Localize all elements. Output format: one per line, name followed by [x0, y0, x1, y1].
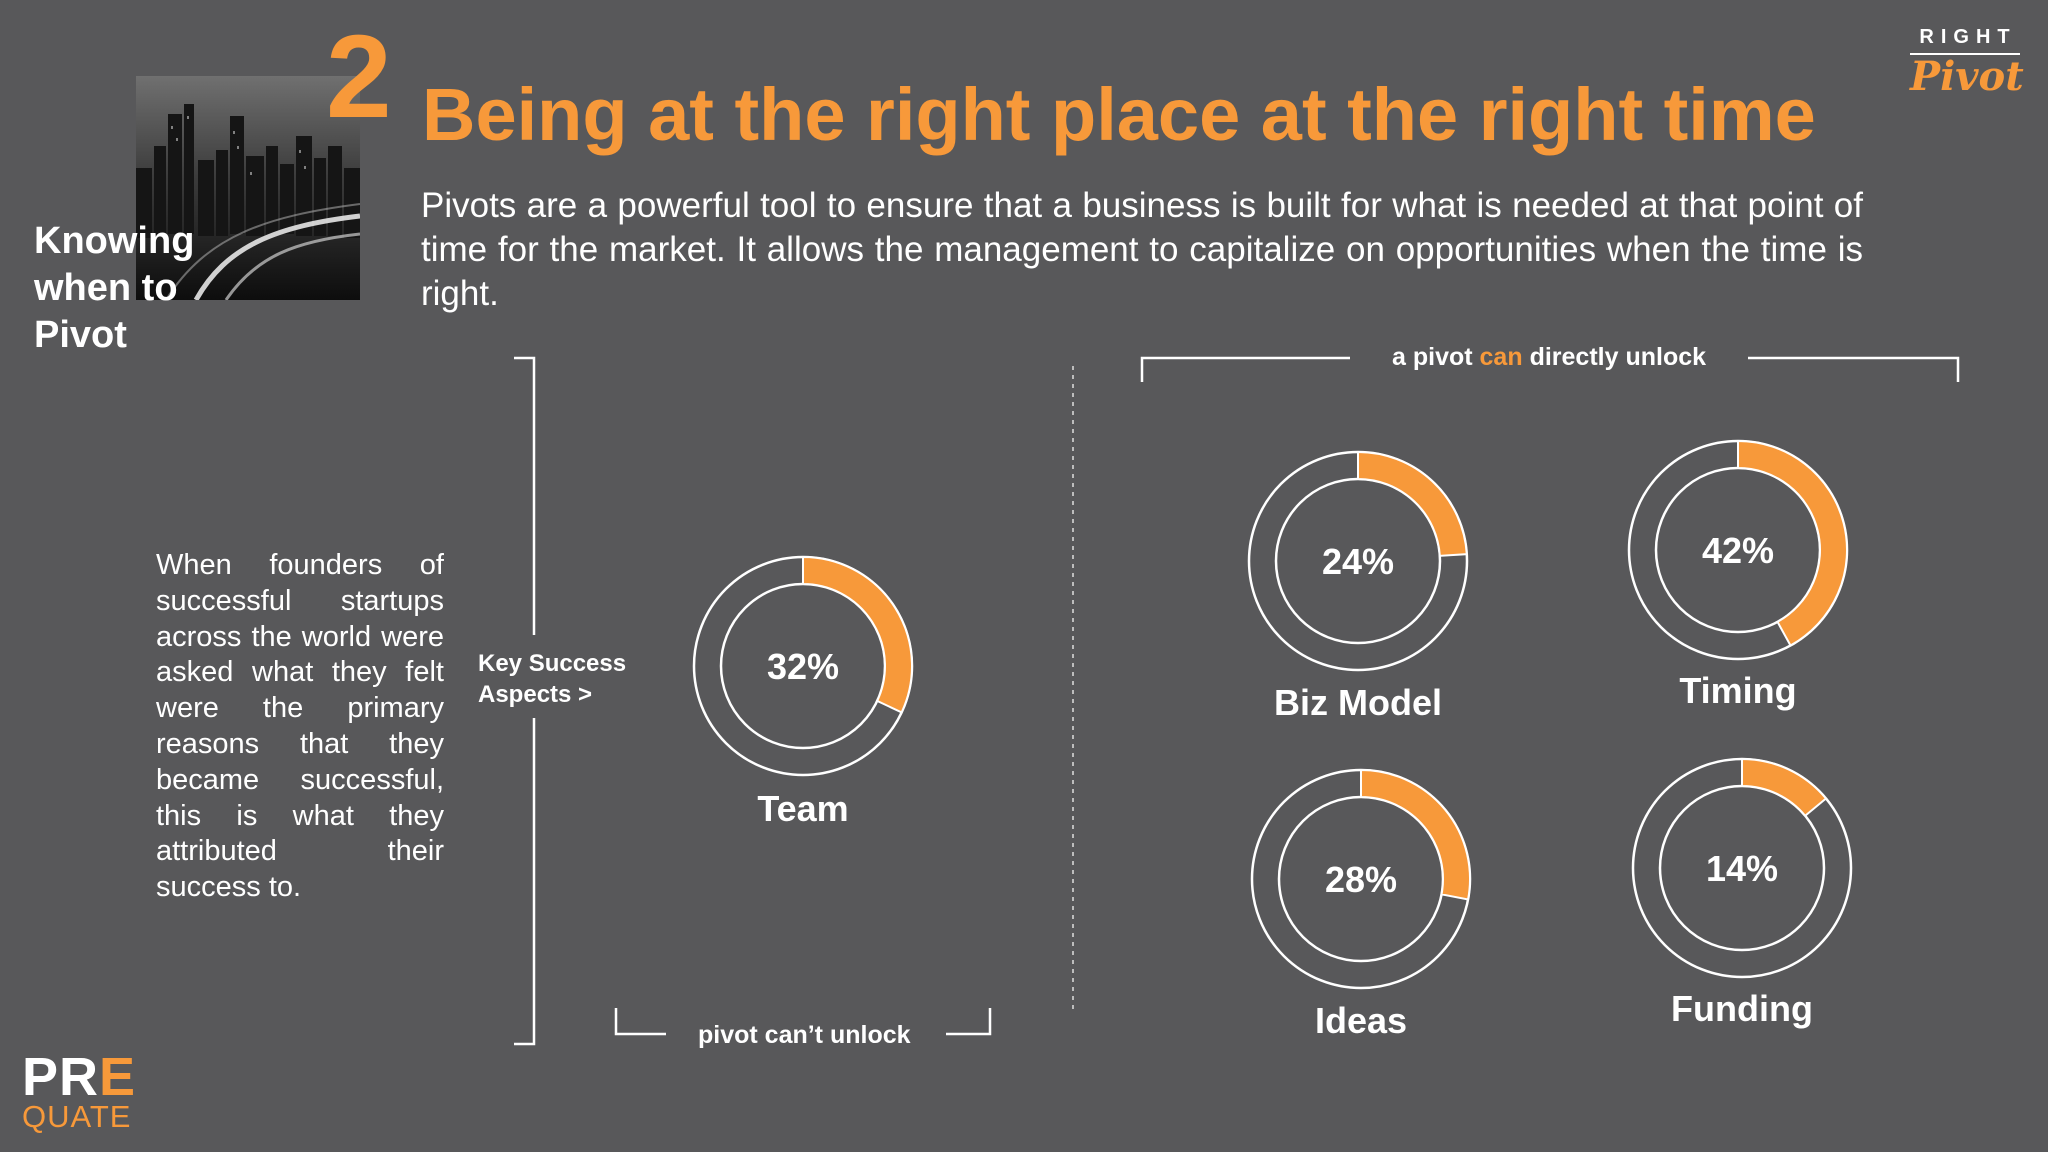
prequate-logo-top: PRE — [22, 1050, 142, 1104]
key-success-line: Aspects > — [478, 681, 593, 708]
cant-unlock-bracket-right — [946, 1008, 992, 1036]
sidebar-heading-line: Pivot — [34, 314, 127, 356]
can-unlock-bracket-left — [1140, 356, 1350, 382]
right-pivot-logo: RIGHT Pivot — [1910, 26, 2024, 100]
pivot-logo-script: Pivot — [1910, 53, 2024, 100]
key-success-line: Key Success — [478, 650, 627, 677]
donut-funding-value: 14% — [1706, 848, 1778, 889]
donut-ideas-label: Ideas — [1314, 1000, 1408, 1041]
key-success-label: Key Success Aspects > — [478, 648, 626, 710]
donut-ideas-chart: 28% — [1250, 768, 1472, 990]
prequate-logo: PRE QUATE — [22, 1050, 142, 1134]
donut-funding-arc — [1741, 757, 1828, 818]
intro-paragraph: Pivots are a powerful tool to ensure tha… — [421, 186, 1863, 313]
donut-team: 32% — [692, 555, 914, 782]
right-logo-word: RIGHT — [1910, 26, 2020, 55]
donut-timing-chart: 42% — [1627, 439, 1849, 661]
prequate-e: E — [99, 1047, 137, 1107]
donut-timing-label: Timing — [1679, 670, 1797, 711]
cant-unlock-label: pivot can’t unlock — [698, 1021, 911, 1049]
left-bracket-top — [514, 356, 536, 635]
donut-biz-model-chart: 24% — [1247, 450, 1469, 672]
left-bracket-bottom — [514, 718, 536, 1046]
donut-team-chart: 32% — [692, 555, 914, 777]
city-skyline-photo — [136, 76, 360, 300]
can-unlock-bracket-right — [1748, 356, 1960, 382]
donut-team-label: Team — [757, 788, 849, 829]
can-unlock-accent: can — [1479, 343, 1523, 371]
donut-funding-label: Funding — [1671, 988, 1813, 1029]
sidebar-heading-line: when to — [34, 267, 178, 309]
donut-ideas-arc — [1360, 768, 1471, 901]
donut-timing-value: 42% — [1702, 530, 1774, 571]
donut-ideas-value: 28% — [1325, 859, 1397, 900]
prequate-pre: PR — [22, 1047, 100, 1107]
donut-funding-chart: 14% — [1631, 757, 1853, 979]
sidebar-heading: Knowing when to Pivot — [34, 218, 294, 359]
sidebar-heading-line: Knowing — [34, 220, 195, 262]
cant-unlock-bracket-left — [614, 1008, 666, 1036]
donut-biz-model: 24% — [1247, 450, 1469, 677]
donut-biz-model-value: 24% — [1322, 541, 1394, 582]
donut-biz-model-arc — [1357, 450, 1468, 557]
donut-team-value: 32% — [767, 646, 839, 687]
page-title: Being at the right place at the right ti… — [422, 73, 1816, 156]
can-unlock-suffix: directly unlock — [1529, 343, 1707, 371]
donut-biz-model-label: Biz Model — [1274, 682, 1442, 723]
prequate-quate: QUATE — [22, 1099, 132, 1134]
donut-team-arc — [802, 555, 913, 714]
can-unlock-prefix: a pivot — [1392, 343, 1473, 371]
donut-funding: 14% — [1631, 757, 1853, 984]
can-unlock-label: a pivot can directly unlock — [1392, 343, 1706, 372]
donut-timing: 42% — [1627, 439, 1849, 666]
founders-paragraph: When founders of successful startups acr… — [156, 549, 444, 904]
donut-timing-arc — [1737, 439, 1848, 647]
section-number: 2 — [326, 11, 392, 143]
donut-ideas: 28% — [1250, 768, 1472, 995]
